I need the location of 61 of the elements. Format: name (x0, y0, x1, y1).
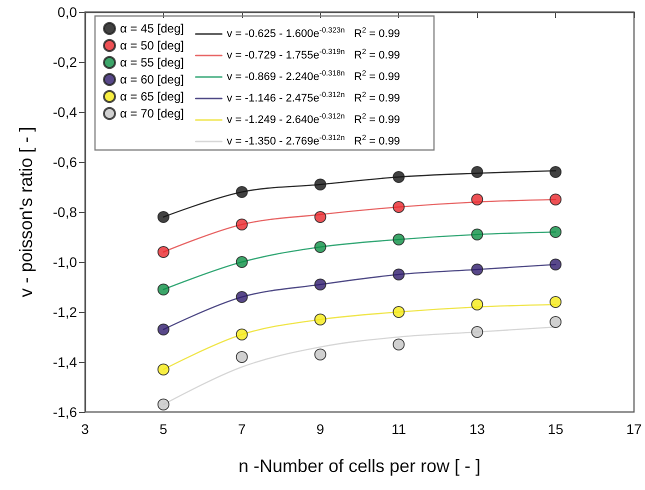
point (236, 256, 248, 268)
point (157, 211, 170, 223)
legend-label: α = 60 [deg] (120, 72, 184, 86)
legend-label: α = 55 [deg] (120, 56, 184, 70)
point (157, 398, 170, 410)
point (314, 241, 326, 253)
y-tick-label: -1,4 (52, 354, 78, 370)
point (392, 268, 405, 280)
legend-label: α = 45 [deg] (120, 22, 184, 36)
point (157, 364, 170, 376)
point (550, 226, 562, 238)
point (236, 186, 248, 198)
point (471, 264, 484, 276)
point (550, 258, 562, 270)
point (471, 326, 484, 338)
x-tick-label: 17 (626, 421, 642, 437)
x-tick-label: 9 (316, 421, 324, 437)
point (236, 351, 248, 363)
point (550, 316, 562, 328)
point (392, 171, 405, 183)
point (314, 278, 326, 290)
point (314, 211, 326, 223)
y-axis-title: v - poisson's ratio [ - ] (16, 126, 36, 298)
point (157, 324, 170, 336)
point (392, 234, 405, 246)
y-tick-label: -1,2 (52, 304, 78, 320)
legend-label: α = 50 [deg] (120, 38, 184, 52)
x-axis-title: n -Number of cells per row [ - ] (238, 456, 481, 476)
point (157, 284, 170, 296)
y-tick-label: 0,0 (58, 4, 78, 20)
y-tick-label: -0,6 (52, 154, 78, 170)
point (471, 228, 484, 240)
x-tick-label: 7 (238, 421, 246, 437)
legend-label: α = 70 [deg] (120, 106, 184, 120)
point (314, 178, 326, 190)
point (392, 201, 405, 213)
point (236, 291, 248, 303)
y-tick-label: -1,0 (52, 254, 78, 270)
point (550, 194, 562, 206)
x-tick-label: 15 (548, 421, 564, 437)
point (392, 338, 405, 350)
y-tick-label: -0,2 (52, 54, 78, 70)
x-tick-label: 3 (81, 421, 90, 437)
x-tick-label: 13 (469, 421, 486, 437)
point (471, 194, 484, 206)
x-tick-label: 5 (160, 421, 168, 437)
y-tick-label: -1,6 (52, 404, 78, 420)
point (314, 348, 326, 360)
point (236, 328, 248, 340)
point (314, 314, 326, 326)
point (392, 306, 405, 318)
point (471, 298, 484, 310)
point (550, 296, 562, 308)
point (236, 218, 248, 230)
y-tick-label: -0,8 (52, 204, 78, 220)
x-tick-label: 11 (391, 421, 406, 437)
point (157, 246, 170, 258)
y-tick-label: -0,4 (52, 104, 78, 120)
point (550, 166, 562, 178)
legend-label: α = 65 [deg] (120, 90, 184, 104)
point (471, 166, 484, 178)
